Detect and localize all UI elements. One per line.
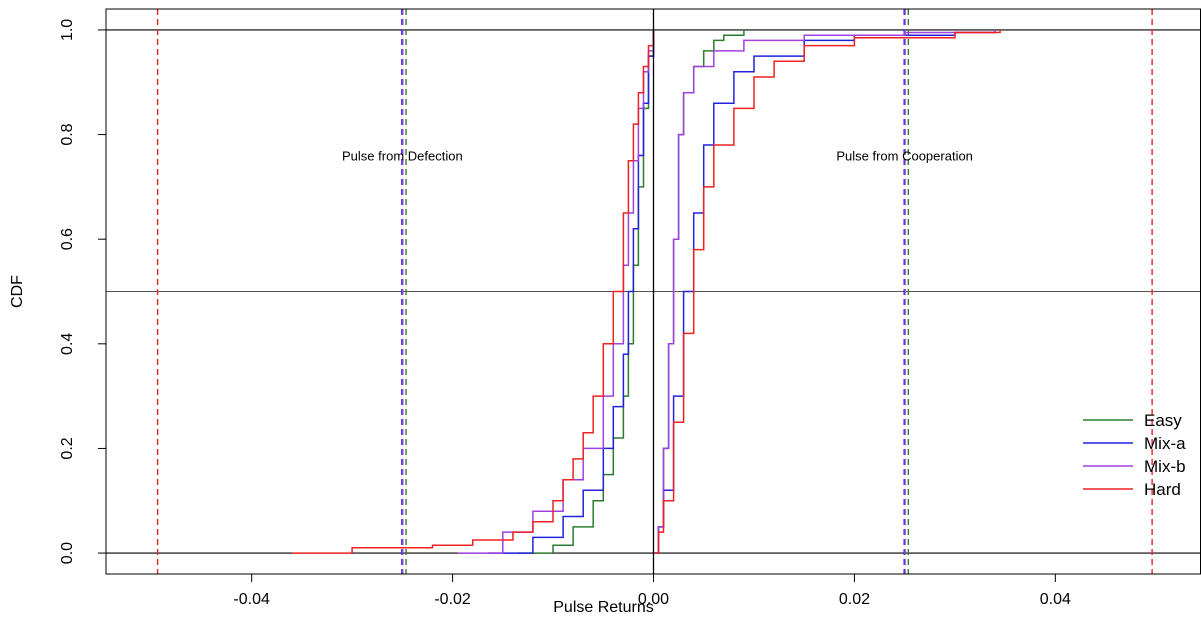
y-axis-title: CDF [9,275,26,308]
x-tick-label: 0.04 [1040,591,1071,608]
x-tick-label: 0.02 [839,591,870,608]
y-tick-label: 0.8 [59,123,76,145]
x-tick-label: 0.00 [638,591,669,608]
series-line-hard-negative [291,29,655,554]
series-hard [291,29,1001,554]
y-axis: 0.0 0.2 0.4 0.6 0.8 1.0 [59,19,106,564]
x-tick-label: -0.04 [233,591,270,608]
series-line-mix-b-positive [653,29,996,554]
y-tick-label: 0.4 [59,333,76,355]
y-tick-label: 1.0 [59,19,76,41]
y-tick-label: 0.0 [59,542,76,564]
annotation-cooperation: Pulse from Cooperation [836,149,973,164]
legend: Easy Mix-a Mix-b Hard [1083,411,1186,499]
series-layer [291,29,1001,554]
legend-label-mix-a: Mix-a [1144,434,1186,453]
y-tick-label: 0.6 [59,228,76,250]
legend-label-easy: Easy [1144,411,1182,430]
series-line-hard-positive [653,29,1001,554]
legend-label-hard: Hard [1144,480,1181,499]
x-tick-label: -0.02 [434,591,471,608]
annotation-defection: Pulse from Defection [342,149,463,164]
plot-area [105,8,1201,575]
legend-label-mix-b: Mix-b [1144,457,1186,476]
y-tick-label: 0.2 [59,437,76,459]
x-axis-title: Pulse Returns [553,599,654,616]
x-axis: -0.04 -0.02 0.00 0.02 0.04 [233,574,1071,608]
